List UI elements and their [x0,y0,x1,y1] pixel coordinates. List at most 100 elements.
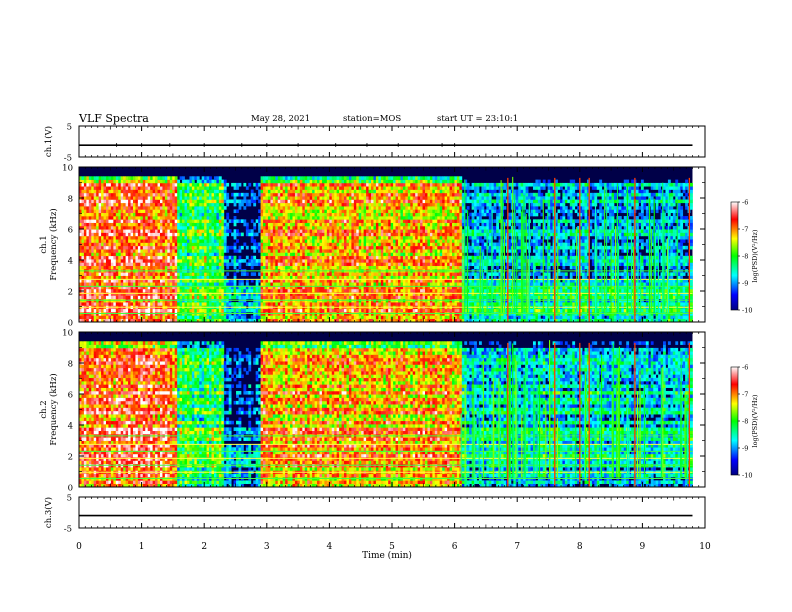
spectrogram-cell [209,229,212,233]
spectrogram-cell [152,189,156,194]
spectrogram-cell [304,288,308,293]
spectrogram-cell [209,216,212,220]
spectrogram-cell [270,206,274,210]
spectrogram-cell [88,285,92,290]
spectrogram-cell [142,176,146,180]
spectrogram-cell [339,288,342,293]
spectrogram-cell [321,315,325,319]
spectrogram-cell [191,282,195,286]
spectrogram-cell [201,318,205,323]
spectrogram-cell [191,259,195,263]
spectrogram-cell [201,275,205,280]
spectrogram-cell [272,189,276,194]
spectrogram-cell [147,196,151,200]
spectrogram-cell [93,199,97,204]
spectrogram-cell [211,318,215,323]
spectrogram-cell [91,209,95,214]
spectrogram-cell [292,242,296,247]
spectrogram-cell [157,212,161,217]
spectrogram-cell [265,259,269,263]
spectrogram-cell [309,252,313,257]
spectrogram-cell [221,182,225,187]
spectrogram-cell [297,186,301,190]
spectrogram-cell [191,192,195,197]
spectrogram-cell [206,186,210,190]
spectrogram-cell [177,242,181,247]
spectrogram-cell [86,235,90,240]
spectrogram-cell [213,199,217,204]
spectrogram-cell [245,288,249,293]
spectrogram-cell [83,179,87,184]
spectrogram-cell [93,225,97,230]
spectrogram-cell [299,302,303,306]
spectrogram-cell [243,219,247,223]
spectrogram-cell [240,315,244,319]
spectrogram-cell [307,308,311,313]
spectrogram-cell [182,232,185,237]
spectrogram-cell [101,199,104,204]
spectrogram-cell [118,186,122,190]
spectrogram-cell [93,315,97,319]
spectrogram-cell [324,232,328,237]
spectrogram-cell [167,295,171,300]
spectrogram-cell [120,295,124,300]
spectrogram-cell [105,229,109,233]
spectrogram-cell [204,235,207,240]
spectrogram-cell [277,282,281,286]
spectrogram-cell [218,176,222,180]
spectrogram-cell [167,262,171,267]
spectrogram-cell [231,245,234,250]
spectrogram-cell [356,302,360,306]
spectrogram-cell [96,285,100,290]
spectrogram-cell [118,252,122,257]
spectrogram-cell [155,202,158,207]
spectrogram-cell [172,315,176,319]
spectrogram-cell [96,239,100,243]
spectrogram-cell [331,219,335,223]
spectrogram-cell [348,295,352,300]
spectrogram-cell [103,295,107,300]
spectrogram-cell [260,186,264,190]
spectrogram-cell [162,259,166,263]
spectrogram-cell [358,255,362,260]
spectrogram-cell [307,209,311,214]
spectrogram-cell [147,199,151,204]
spectrogram-cell [145,318,149,323]
spectrogram-cell [265,255,269,260]
spectrogram-cell [255,315,259,319]
spectrogram-cell [341,216,345,220]
spectrogram-cell [194,318,198,323]
spectrogram-cell [174,179,178,184]
spectrogram-cell [162,179,166,184]
spectrogram-cell [339,209,342,214]
spectrogram-cell [260,192,264,197]
spectrogram-cell [329,186,333,190]
spectrogram-cell [294,282,298,286]
spectrogram-cell [145,239,149,243]
spectrogram-cell [123,285,127,290]
spectrogram-cell [174,225,178,230]
spectrogram-cell [147,308,151,313]
spectrogram-cell [358,239,362,243]
spectrogram-cell [182,212,185,217]
spectrogram-cell [317,265,320,270]
spectrogram-cell [331,209,335,214]
spectrogram-cell [204,272,207,276]
spectrogram-cell [238,192,242,197]
spectrogram-cell [118,285,122,290]
spectrogram-cell [294,235,298,240]
spectrogram-cell [88,318,92,323]
spectrogram-cell [243,302,247,306]
spectrogram-cell [142,285,146,290]
spectrogram-cell [147,189,151,194]
spectrogram-cell [98,186,102,190]
spectrogram-cell [329,315,333,319]
spectrogram-cell [110,255,114,260]
spectrogram-cell [299,232,303,237]
spectrogram-cell [336,202,340,207]
spectrogram-cell [218,245,222,250]
spectrogram-cell [101,219,104,223]
spectrogram-cell [196,239,200,243]
spectrogram-cell [280,216,284,220]
spectrogram-cell [91,288,95,293]
